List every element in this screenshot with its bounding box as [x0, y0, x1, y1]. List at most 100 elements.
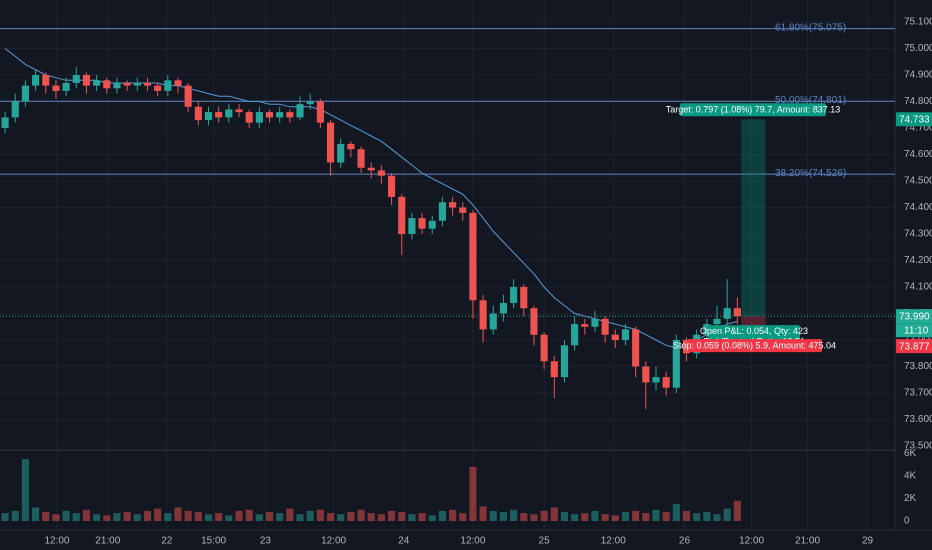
x-tick-label: 24: [398, 536, 410, 547]
volume-bar: [62, 510, 70, 521]
volume-bar: [337, 514, 345, 521]
candle-body: [265, 112, 274, 118]
volume-bar: [418, 513, 426, 521]
volume-bar: [571, 514, 579, 521]
volume-bar: [326, 513, 335, 521]
candle-body: [377, 170, 385, 176]
candle-body: [326, 122, 335, 163]
volume-bar: [316, 509, 324, 521]
y-tick-label: 74.100: [904, 282, 932, 293]
candle-body: [225, 109, 233, 118]
volume-bar: [265, 511, 274, 521]
candle-body: [184, 85, 192, 107]
candle-body: [154, 85, 162, 91]
candle-body: [550, 361, 558, 378]
candle-body: [713, 318, 721, 325]
candle-body: [510, 287, 518, 303]
candle-body: [164, 80, 172, 91]
candle-body: [215, 112, 223, 118]
candle-body: [581, 324, 589, 327]
candle-body: [591, 318, 599, 327]
volume-bar: [11, 510, 19, 521]
volume-bar: [459, 513, 467, 521]
volume-bar: [652, 509, 660, 521]
candle-body: [286, 112, 294, 118]
candle-body: [428, 220, 436, 229]
volume-bar: [347, 511, 355, 521]
volume-bar: [479, 506, 487, 521]
target-label: Target: 0.797 (1.08%) 79.7, Amount: 837.…: [666, 105, 841, 115]
volume-bar: [632, 510, 640, 521]
volume-bar: [103, 515, 111, 521]
volume-bar: [21, 459, 29, 521]
volume-bar: [154, 508, 162, 521]
candle-body: [723, 308, 731, 319]
volume-bar: [367, 513, 375, 521]
candle-body: [499, 302, 507, 314]
price-tag: [896, 309, 932, 324]
candle-body: [306, 101, 314, 105]
y-tick-label: 74.600: [904, 149, 932, 160]
volume-bar: [255, 514, 263, 521]
volume-bar: [581, 513, 589, 521]
volume-bar: [194, 511, 202, 521]
volume-bar: [143, 510, 152, 521]
candle-body: [571, 324, 579, 346]
volume-bar: [164, 513, 172, 521]
candle-body: [621, 329, 630, 341]
volume-bar: [540, 510, 548, 521]
y-tick-label: 74.900: [904, 70, 932, 81]
candle-body: [418, 218, 426, 229]
volume-tick-label: 4K: [904, 471, 917, 482]
candle-body: [113, 82, 121, 89]
volume-bar: [469, 466, 477, 521]
candle-body: [276, 112, 284, 118]
candle-body: [388, 175, 396, 197]
volume-bar: [174, 507, 182, 521]
candle-body: [530, 308, 538, 335]
volume-bar: [93, 514, 101, 521]
volume-bar: [693, 513, 701, 521]
candle-body: [479, 300, 487, 330]
target-label-box: [680, 103, 826, 117]
candle-body: [489, 313, 497, 330]
candle-body: [703, 324, 711, 335]
candle-body: [601, 318, 609, 335]
volume-tick-label: 0: [904, 516, 910, 527]
y-tick-label: 74.400: [904, 202, 932, 213]
target-zone: [741, 119, 766, 317]
candle-body: [32, 75, 40, 86]
volume-bar: [245, 509, 253, 521]
volume-bar: [510, 509, 518, 521]
volume-tick-label: 2K: [904, 493, 917, 504]
candle-body: [459, 207, 467, 213]
y-tick-label: 74.700: [904, 123, 932, 134]
candle-body: [82, 75, 91, 86]
volume-bar: [306, 510, 314, 521]
volume-bar: [235, 510, 243, 521]
volume-bar: [388, 510, 396, 521]
y-tick-label: 74.300: [904, 229, 932, 240]
candle-body: [93, 80, 101, 86]
volume-bar: [72, 513, 80, 521]
candle-body: [21, 85, 29, 102]
y-tick-label: 73.500: [904, 441, 932, 452]
volume-bar: [225, 515, 233, 521]
volume-bar: [499, 511, 507, 521]
y-tick-label: 73.600: [904, 414, 932, 425]
y-tick-label: 73.700: [904, 388, 932, 399]
candle-body: [62, 82, 70, 91]
candle-body: [438, 202, 446, 221]
candle-body: [1, 117, 9, 129]
pnl-label: Open P&L: 0.054, Qty: 423: [700, 326, 808, 336]
candle-body: [449, 202, 457, 208]
candle-body: [662, 377, 670, 388]
volume-bar: [82, 509, 91, 521]
volume-bar: [703, 511, 711, 521]
volume-tick-label: 6K: [904, 448, 917, 459]
candle-body: [133, 82, 141, 86]
x-tick-label: 12:00: [44, 536, 69, 547]
volume-bar: [662, 511, 670, 521]
candle-body: [611, 334, 619, 341]
